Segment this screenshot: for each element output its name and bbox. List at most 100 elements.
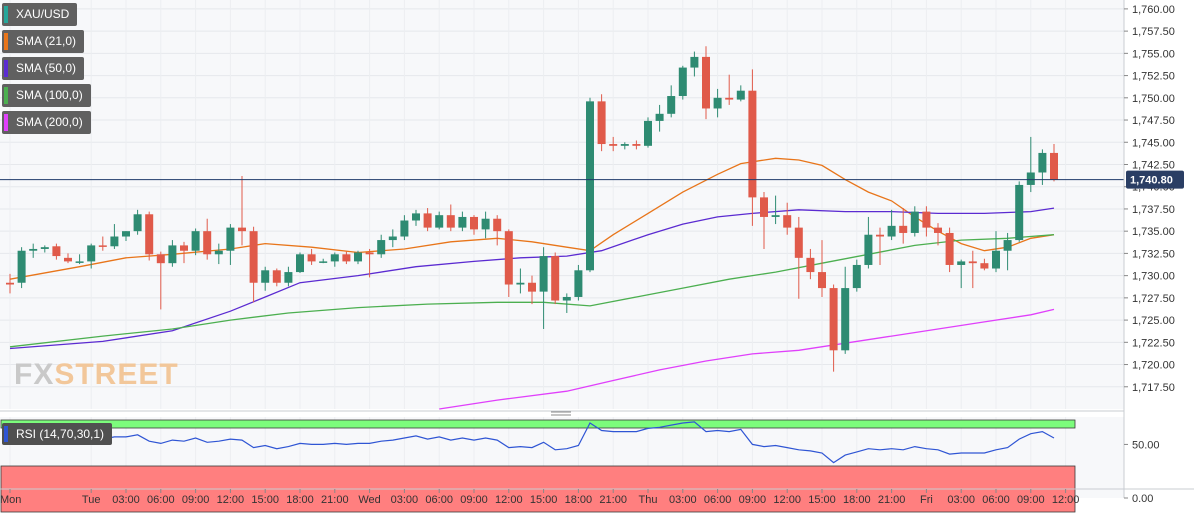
y-tick-label: 1,745.00 — [1132, 137, 1175, 149]
watermark-street: STREET — [54, 358, 179, 391]
candle-body — [145, 214, 154, 255]
candle-body — [238, 227, 246, 232]
candle-body — [876, 234, 884, 237]
x-tick-label: 15:00 — [808, 494, 836, 506]
candle-body — [481, 218, 490, 230]
y-tick-label: 1,752.50 — [1132, 71, 1175, 83]
legend-item-sma21[interactable]: SMA (21,0) — [2, 30, 85, 53]
candle-body — [40, 247, 49, 249]
y-tick-label: 1,717.50 — [1132, 382, 1175, 394]
x-tick-label: 12:00 — [495, 494, 523, 506]
candle-body — [806, 257, 815, 273]
legend-item-sma50[interactable]: SMA (50,0) — [2, 57, 85, 80]
candle-body — [400, 220, 409, 237]
candle-body — [226, 227, 235, 251]
y-tick-label: 1,742.50 — [1132, 159, 1175, 171]
candle-body — [6, 282, 14, 285]
x-tick-label: 09:00 — [1017, 494, 1045, 506]
candle-body — [64, 257, 72, 262]
candles-group — [6, 46, 1058, 372]
y-tick-label: 1,760.00 — [1132, 4, 1175, 16]
candle-body — [957, 261, 966, 265]
y-tick-label: 1,730.00 — [1132, 271, 1175, 283]
x-tick-label: 15:00 — [530, 494, 558, 506]
x-tick-label: 18:00 — [286, 494, 314, 506]
x-tick-label: Fri — [920, 494, 933, 506]
candle-body — [156, 254, 165, 264]
candle-body — [528, 282, 536, 292]
candle-body — [887, 225, 896, 237]
x-tick-label: 03:00 — [947, 494, 975, 506]
candle-body — [342, 254, 351, 262]
y-tick-label: 1,720.00 — [1132, 360, 1175, 372]
rsi-overbought-zone — [0, 419, 1076, 429]
x-tick-label: 21:00 — [878, 494, 906, 506]
candle-body — [87, 245, 96, 262]
candle-body — [493, 218, 502, 232]
candle-body — [690, 56, 699, 68]
x-tick-label: 12:00 — [217, 494, 245, 506]
y-tick-label: 1,737.50 — [1132, 204, 1175, 216]
legend-swatch — [4, 114, 8, 131]
candle-body — [1026, 172, 1035, 185]
y-tick-label: 1,747.50 — [1132, 115, 1175, 127]
candle-body — [922, 211, 931, 228]
x-tick-label: 12:00 — [1052, 494, 1080, 506]
candle-body — [75, 261, 84, 263]
candle-body — [980, 263, 989, 269]
x-tick-label: 06:00 — [704, 494, 732, 506]
x-tick-label: 09:00 — [182, 494, 210, 506]
x-tick-label: 03:00 — [391, 494, 419, 506]
legend-item-sma100[interactable]: SMA (100,0) — [2, 84, 91, 107]
candle-body — [365, 252, 374, 255]
fxstreet-watermark: FXSTREET — [14, 358, 179, 392]
candle-body — [377, 240, 386, 255]
candle-body — [539, 256, 548, 292]
legend-swatch — [4, 87, 8, 104]
y-tick-label: 1,732.50 — [1132, 248, 1175, 260]
candle-body — [702, 56, 710, 109]
legend-swatch — [4, 6, 8, 23]
candle-body — [388, 236, 397, 241]
candle-body — [655, 113, 664, 121]
candle-body — [1003, 240, 1012, 251]
watermark-fx: FX — [14, 358, 55, 391]
x-tick-label: 09:00 — [739, 494, 767, 506]
candle-body — [667, 96, 676, 114]
candle-body — [110, 236, 119, 247]
y-axis-panel — [1124, 0, 1194, 513]
candle-body — [1050, 152, 1058, 180]
candle-body — [864, 234, 873, 265]
candle-body — [620, 144, 629, 146]
candle-body — [945, 232, 954, 265]
candle-body — [794, 227, 803, 258]
candle-body — [446, 215, 455, 228]
candle-body — [841, 288, 850, 351]
x-tick-label: Tue — [82, 494, 101, 506]
candle-body — [330, 254, 339, 262]
x-tick-label: 18:00 — [565, 494, 593, 506]
candle-body — [29, 248, 38, 251]
legend-item-xauusd[interactable]: XAU/USD — [2, 3, 78, 26]
current-price-badge — [1126, 170, 1184, 189]
candle-body — [516, 282, 525, 285]
y-tick-label: 1,725.00 — [1132, 315, 1175, 327]
rsi-legend[interactable]: RSI (14,70,30,1) — [2, 423, 113, 445]
legend-item-sma200[interactable]: SMA (200,0) — [2, 111, 91, 134]
x-tick-label: 18:00 — [843, 494, 871, 506]
candle-body — [852, 264, 861, 289]
candle-body — [1015, 184, 1024, 241]
legend-label: XAU/USD — [16, 7, 70, 21]
candle-body — [597, 101, 606, 145]
x-tick-label: 03:00 — [669, 494, 697, 506]
candle-body — [191, 231, 200, 251]
candle-body — [748, 90, 757, 198]
candle-body — [725, 97, 734, 100]
candle-body — [713, 97, 722, 109]
candle-body — [180, 245, 188, 251]
candle-body — [910, 211, 919, 233]
candle-body — [52, 246, 61, 257]
x-tick-label: Mon — [0, 494, 21, 506]
candle-body — [504, 231, 513, 285]
